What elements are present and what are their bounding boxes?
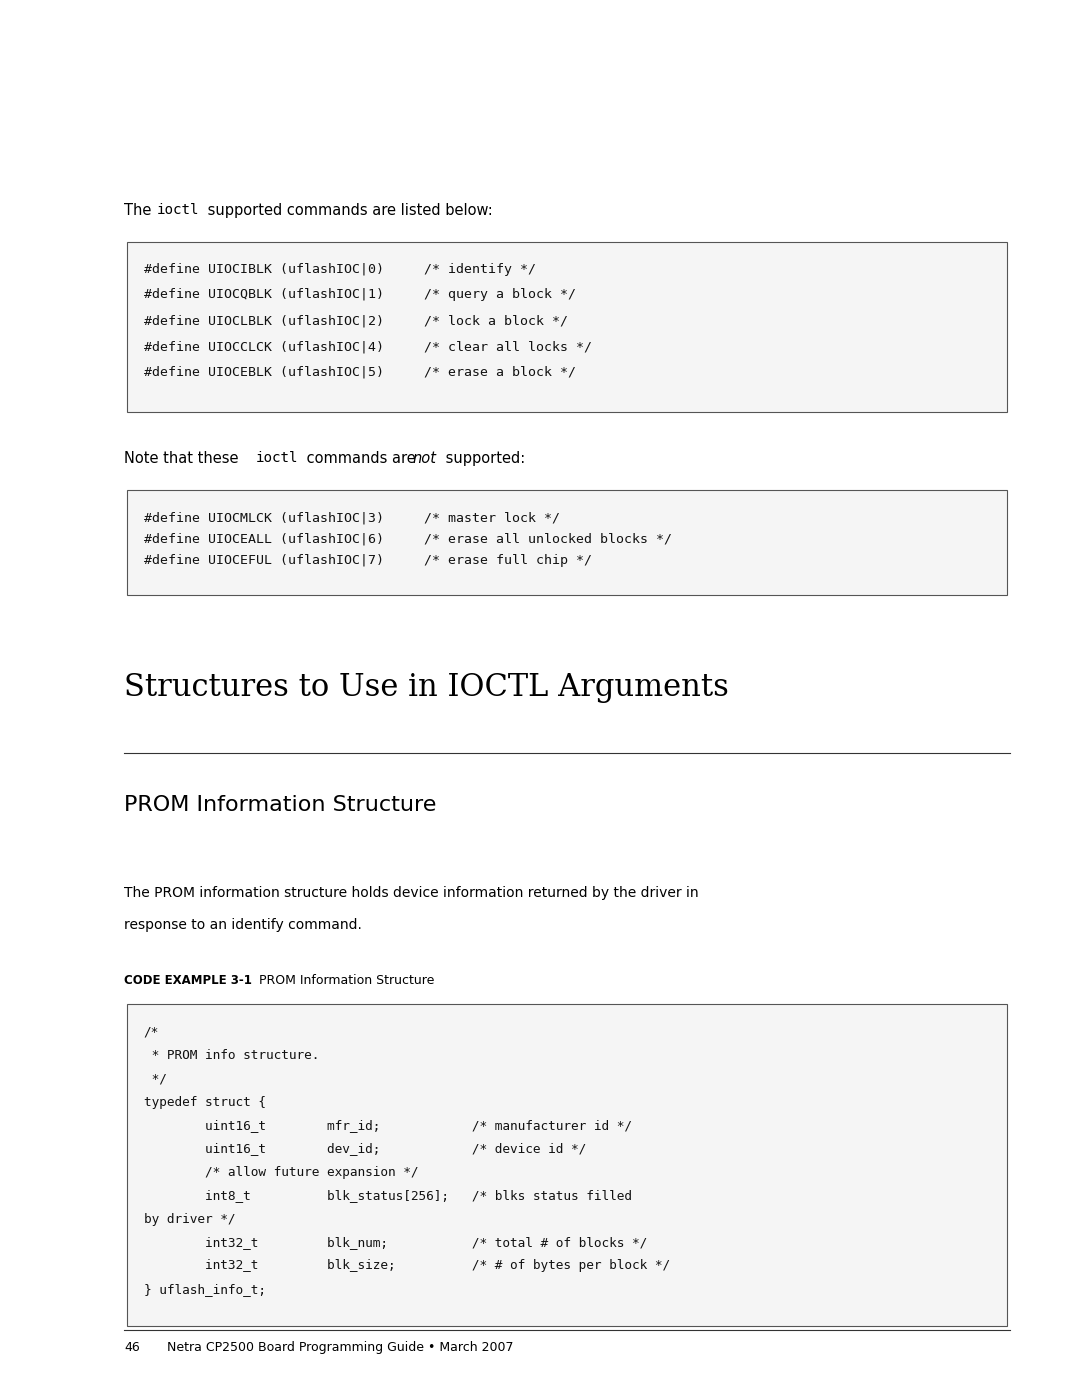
Text: commands are: commands are (302, 451, 421, 467)
Text: } uflash_info_t;: } uflash_info_t; (144, 1282, 266, 1296)
Text: The PROM information structure holds device information returned by the driver i: The PROM information structure holds dev… (124, 886, 699, 900)
Text: ioctl: ioctl (157, 203, 199, 217)
Text: #define UIOCEBLK (uflashIOC|5)     /* erase a block */: #define UIOCEBLK (uflashIOC|5) /* erase … (144, 366, 576, 379)
Text: supported:: supported: (441, 451, 525, 467)
Text: uint16_t        dev_id;            /* device id */: uint16_t dev_id; /* device id */ (144, 1143, 585, 1155)
Text: The: The (124, 203, 157, 218)
Text: CODE EXAMPLE 3-1: CODE EXAMPLE 3-1 (124, 974, 252, 986)
Text: supported commands are listed below:: supported commands are listed below: (203, 203, 492, 218)
Text: int32_t         blk_size;          /* # of bytes per block */: int32_t blk_size; /* # of bytes per bloc… (144, 1259, 670, 1273)
Text: #define UIOCLBLK (uflashIOC|2)     /* lock a block */: #define UIOCLBLK (uflashIOC|2) /* lock a… (144, 314, 568, 327)
Text: /* allow future expansion */: /* allow future expansion */ (144, 1165, 418, 1179)
FancyBboxPatch shape (127, 242, 1007, 412)
Text: PROM Information Structure: PROM Information Structure (259, 974, 434, 986)
Text: Netra CP2500 Board Programming Guide • March 2007: Netra CP2500 Board Programming Guide • M… (167, 1341, 514, 1354)
Text: #define UIOCIBLK (uflashIOC|0)     /* identify */: #define UIOCIBLK (uflashIOC|0) /* identi… (144, 263, 536, 275)
Text: Structures to Use in IOCTL Arguments: Structures to Use in IOCTL Arguments (124, 672, 729, 703)
Text: #define UIOCMLCK (uflashIOC|3)     /* master lock */: #define UIOCMLCK (uflashIOC|3) /* master… (144, 511, 559, 524)
Text: #define UIOCQBLK (uflashIOC|1)     /* query a block */: #define UIOCQBLK (uflashIOC|1) /* query … (144, 288, 576, 302)
Text: */: */ (144, 1071, 166, 1085)
Text: typedef struct {: typedef struct { (144, 1095, 266, 1109)
Text: * PROM info structure.: * PROM info structure. (144, 1049, 319, 1062)
Text: #define UIOCCLCK (uflashIOC|4)     /* clear all locks */: #define UIOCCLCK (uflashIOC|4) /* clear … (144, 339, 592, 353)
Text: by driver */: by driver */ (144, 1213, 235, 1225)
Text: #define UIOCEALL (uflashIOC|6)     /* erase all unlocked blocks */: #define UIOCEALL (uflashIOC|6) /* erase … (144, 532, 672, 546)
Text: response to an identify command.: response to an identify command. (124, 918, 362, 932)
Text: uint16_t        mfr_id;            /* manufacturer id */: uint16_t mfr_id; /* manufacturer id */ (144, 1119, 632, 1132)
Text: #define UIOCEFUL (uflashIOC|7)     /* erase full chip */: #define UIOCEFUL (uflashIOC|7) /* erase … (144, 555, 592, 567)
Text: 46: 46 (124, 1341, 140, 1354)
Text: int32_t         blk_num;           /* total # of blocks */: int32_t blk_num; /* total # of blocks */ (144, 1236, 647, 1249)
FancyBboxPatch shape (127, 490, 1007, 595)
Text: PROM Information Structure: PROM Information Structure (124, 795, 436, 814)
Text: int8_t          blk_status[256];   /* blks status filled: int8_t blk_status[256]; /* blks status f… (144, 1189, 632, 1203)
FancyBboxPatch shape (127, 1004, 1007, 1326)
Text: ioctl: ioctl (256, 451, 298, 465)
Text: Note that these: Note that these (124, 451, 243, 467)
Text: not: not (413, 451, 436, 467)
Text: /*: /* (144, 1025, 159, 1038)
